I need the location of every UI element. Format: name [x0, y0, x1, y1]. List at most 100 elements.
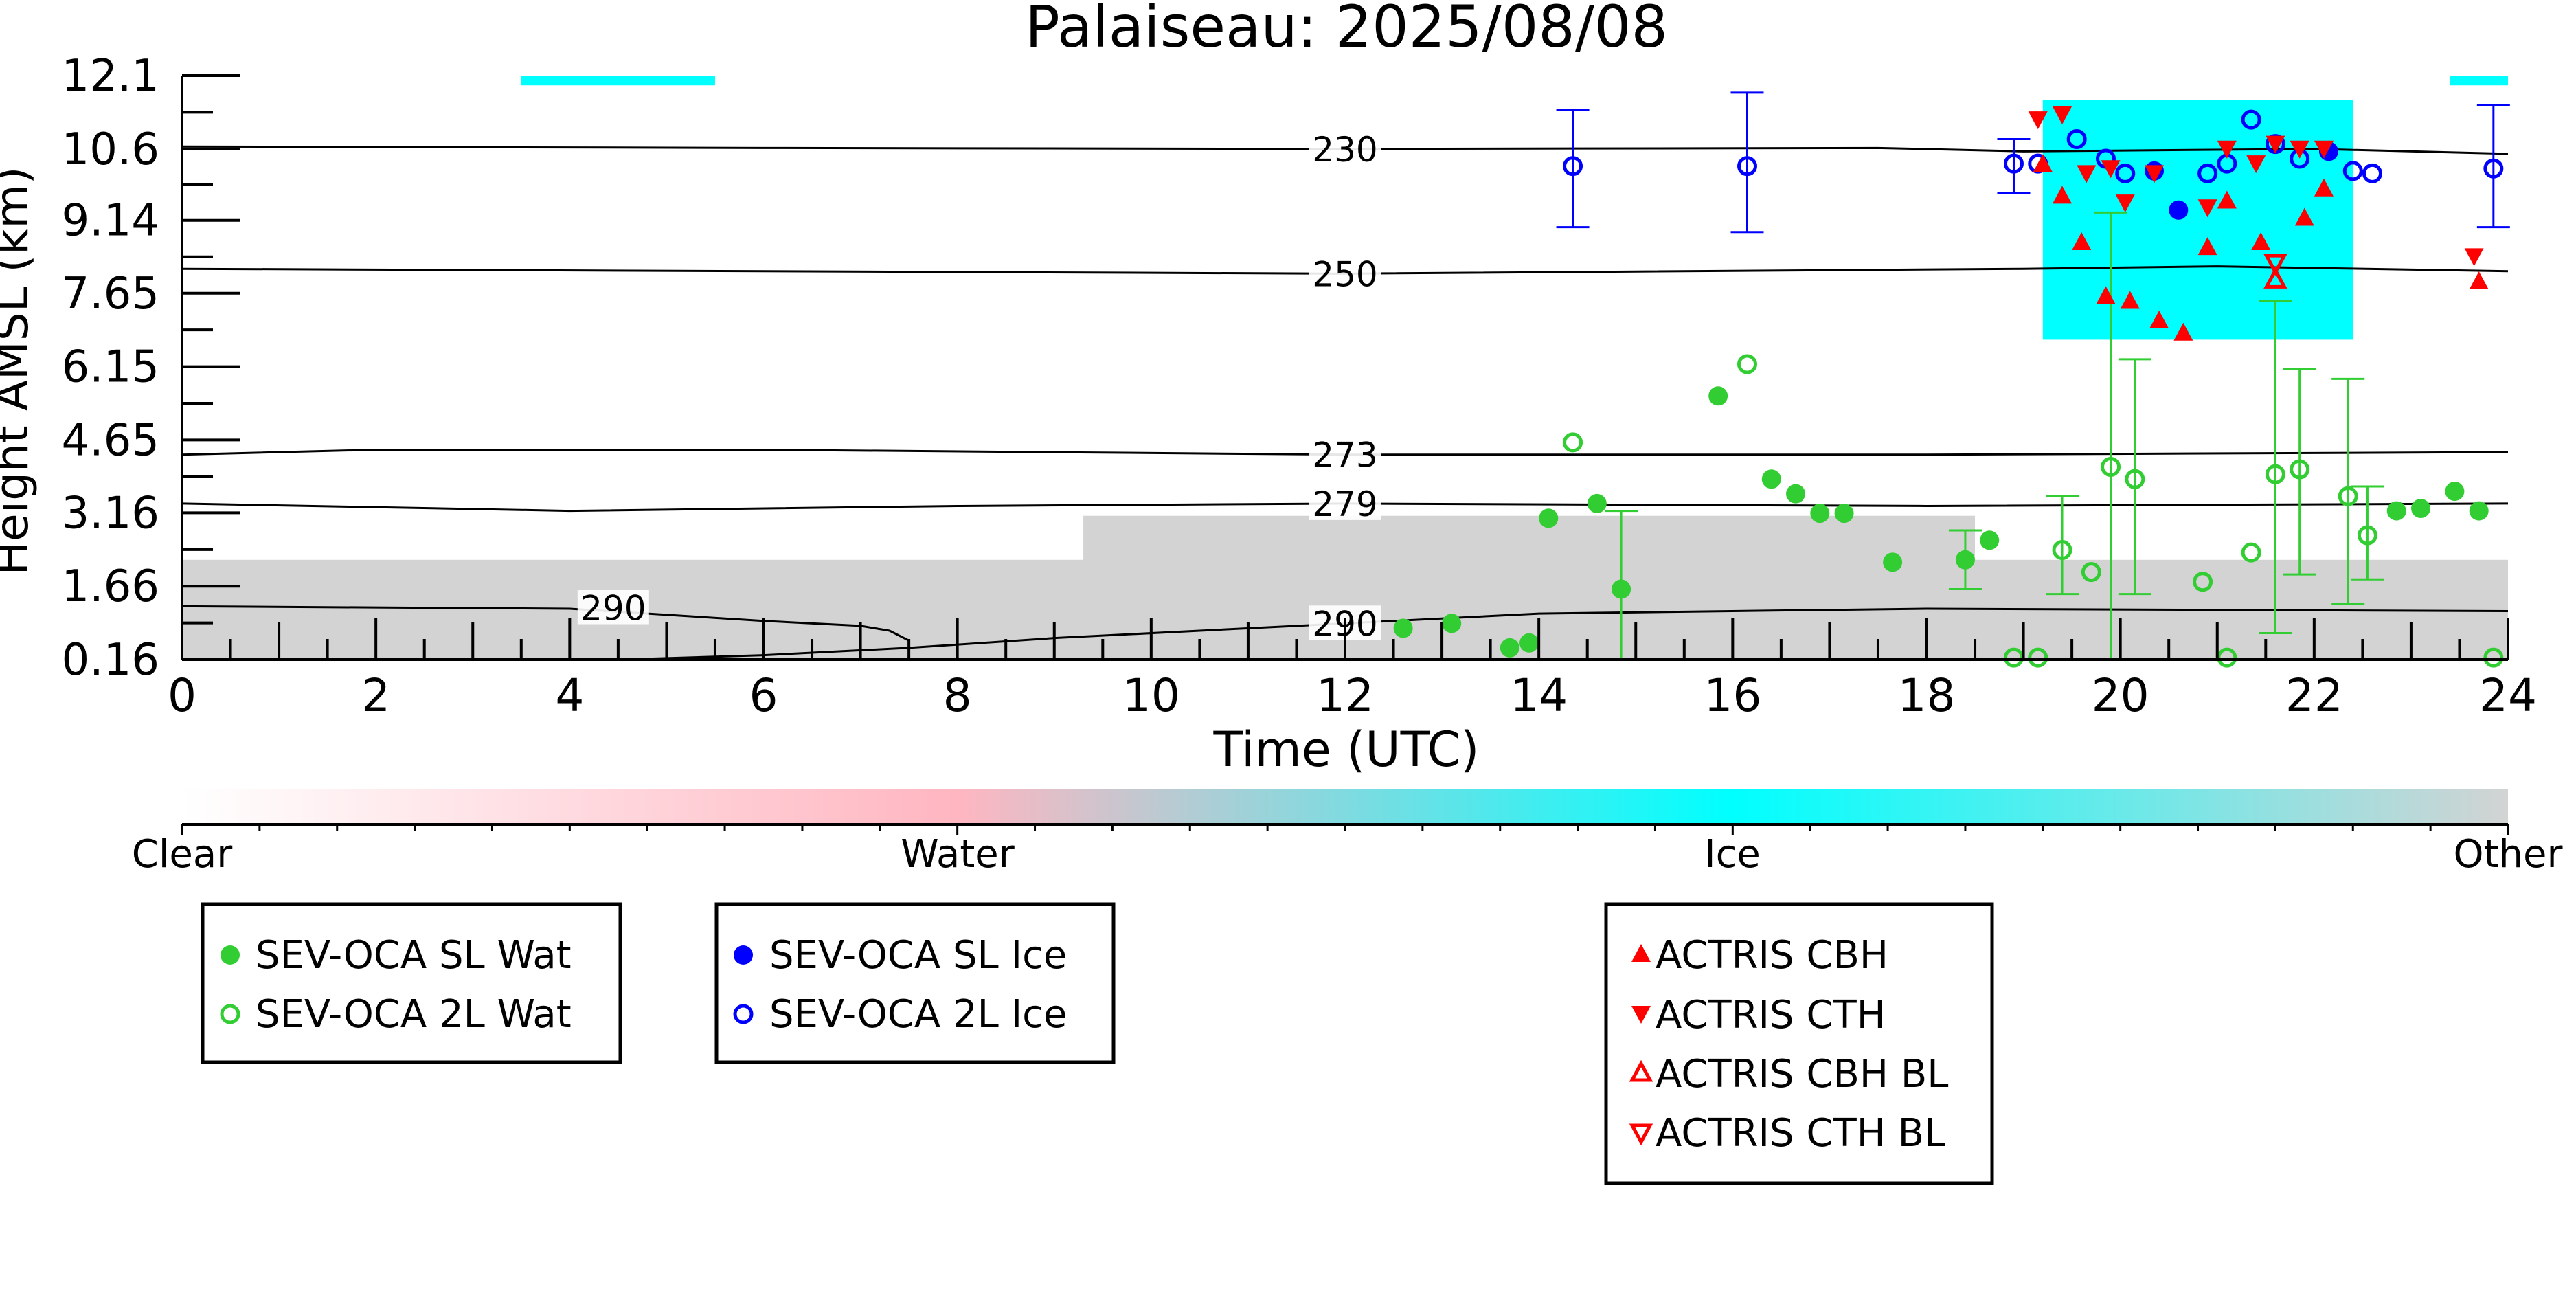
point-sev-oca-2l-wat [1563, 432, 1583, 453]
y-tick-label: 12.1 [62, 51, 160, 102]
point-sev-oca-2l-wat [2028, 647, 2048, 668]
contour-line-290 [182, 605, 909, 642]
contour-label: 250 [1312, 254, 1377, 294]
legend-label-actris-cbh: ACTRIS CBH [1656, 933, 1888, 978]
point-sev-oca-2l-wat [2052, 540, 2072, 561]
point-actris-cth [2217, 140, 2237, 159]
x-tick-label: 6 [749, 669, 778, 722]
legend-marker-sev-oca-sl-ice [734, 945, 753, 965]
point-actris-cth [2197, 199, 2217, 218]
contour-line-290 [618, 607, 2508, 660]
point-actris-cbh [2033, 154, 2053, 172]
point-actris-cth [2077, 165, 2097, 183]
contour-label-bg [1309, 131, 1381, 166]
point-sev-oca-2l-wat [2290, 459, 2310, 480]
y-tick-label: 7.65 [62, 269, 160, 319]
y-axis-label: Height AMSL (km) [0, 167, 38, 576]
point-sev-oca-sl-wat [1883, 552, 1903, 572]
error-bars [1556, 91, 2510, 661]
point-sev-oca-2l-ice [2362, 163, 2382, 183]
contour-label-bg [1309, 256, 1381, 291]
point-actris-cth [2101, 160, 2121, 179]
point-sev-oca-2l-ice [2115, 163, 2136, 183]
contour-line-273 [182, 449, 2508, 456]
point-sev-oca-sl-wat [1500, 638, 1519, 658]
colorbar-ticks [181, 824, 2509, 835]
x-tick-label: 20 [2092, 669, 2149, 722]
x-tick-label: 8 [943, 669, 972, 722]
y-tick-label: 0.16 [62, 635, 160, 686]
x-tick-label: 12 [1316, 669, 1374, 722]
y-tick-label: 4.65 [62, 415, 160, 466]
contour-label-bg [1309, 436, 1381, 471]
x-tick-label: 18 [1898, 669, 1956, 722]
point-sev-oca-2l-wat [2338, 486, 2358, 506]
point-sev-oca-sl-wat [2411, 499, 2431, 519]
legend-label-actris-cth-bl: ACTRIS CTH BL [1656, 1111, 1945, 1156]
contour-label: 273 [1312, 436, 1377, 475]
colorbar-gradient [182, 789, 2508, 824]
point-actris-cbh [2314, 178, 2334, 197]
point-sev-oca-2l-wat [2357, 525, 2377, 546]
point-actris-cbh [2053, 186, 2072, 204]
point-actris-cth [2028, 111, 2048, 130]
x-axis-label: Time (UTC) [1213, 721, 1480, 778]
point-sev-oca-2l-ice [2003, 153, 2024, 174]
x-tick-label: 10 [1122, 669, 1180, 722]
contour-label-bg [577, 590, 649, 625]
colorbar: Clear Water Ice Other [132, 789, 2563, 877]
colorbar-label-other: Other [2453, 832, 2563, 877]
point-sev-oca-2l-wat [2101, 457, 2121, 478]
legend-marker-sev-oca-sl-wat [221, 945, 240, 965]
contour-label: 230 [1312, 130, 1377, 170]
point-sev-oca-2l-wat [2265, 464, 2285, 484]
x-tick-label: 0 [168, 669, 196, 722]
point-sev-oca-sl-wat [1442, 614, 1462, 633]
contour-line-279 [182, 502, 2508, 513]
legend-box [1604, 902, 1994, 1185]
legend-marker-actris-cth [1631, 1006, 1651, 1024]
point-actris-cbh [2173, 322, 2193, 341]
legend-label-sev-oca-2l-wat: SEV-OCA 2L Wat [256, 992, 572, 1037]
point-actris-cth [2464, 248, 2484, 267]
point-sev-oca-2l-ice [1563, 156, 1583, 177]
point-actris-cth [2314, 140, 2334, 159]
point-actris-cth [2053, 106, 2072, 124]
y-tick-label: 1.66 [62, 561, 160, 612]
point-actris-cbh-bl [2263, 267, 2287, 289]
x-tick-label: 24 [2479, 669, 2537, 722]
x-tick-label: 4 [555, 669, 584, 722]
point-sev-oca-sl-wat [1834, 504, 1854, 524]
point-sev-oca-2l-wat [1737, 354, 1757, 374]
legend-marker-actris-cbh-bl [1629, 1059, 1653, 1082]
y-tick-label: 9.14 [62, 196, 160, 247]
contour-line-230 [182, 145, 2508, 155]
legend-actris: ACTRIS CBH ACTRIS CTH ACTRIS CBH BL ACTR… [1604, 902, 1994, 1185]
point-actris-cbh [2469, 271, 2489, 289]
contour-label-bg [1309, 485, 1381, 520]
x-tick-label: 2 [361, 669, 390, 722]
point-sev-oca-sl-wat [1519, 633, 1539, 653]
point-actris-cbh [2072, 232, 2092, 251]
point-actris-cbh [2149, 310, 2169, 328]
x-tick-label: 16 [1704, 669, 1761, 722]
legend-marker-sev-oca-2l-ice [733, 1004, 754, 1024]
legend-label-sev-oca-2l-ice: SEV-OCA 2L Ice [769, 992, 1067, 1037]
point-actris-cbh [2197, 237, 2217, 256]
legend-marker-sev-oca-2l-wat [220, 1004, 240, 1024]
point-sev-oca-2l-ice [2241, 109, 2261, 130]
point-sev-oca-2l-wat [2125, 469, 2145, 489]
point-actris-cth [2290, 140, 2309, 159]
point-sev-oca-2l-wat [2483, 647, 2504, 668]
data-markers [1393, 106, 2504, 668]
point-sev-oca-sl-wat [1587, 493, 1607, 513]
point-actris-cbh [2251, 232, 2271, 251]
contour-line-250 [182, 265, 2508, 275]
point-sev-oca-2l-wat [2241, 542, 2261, 563]
point-sev-oca-sl-wat [1980, 530, 2000, 550]
legend-ice: SEV-OCA SL Ice SEV-OCA 2L Ice [714, 902, 1116, 1064]
x-tick-label: 14 [1510, 669, 1568, 722]
chart-title: Palaiseau: 2025/08/08 [1025, 0, 1668, 60]
